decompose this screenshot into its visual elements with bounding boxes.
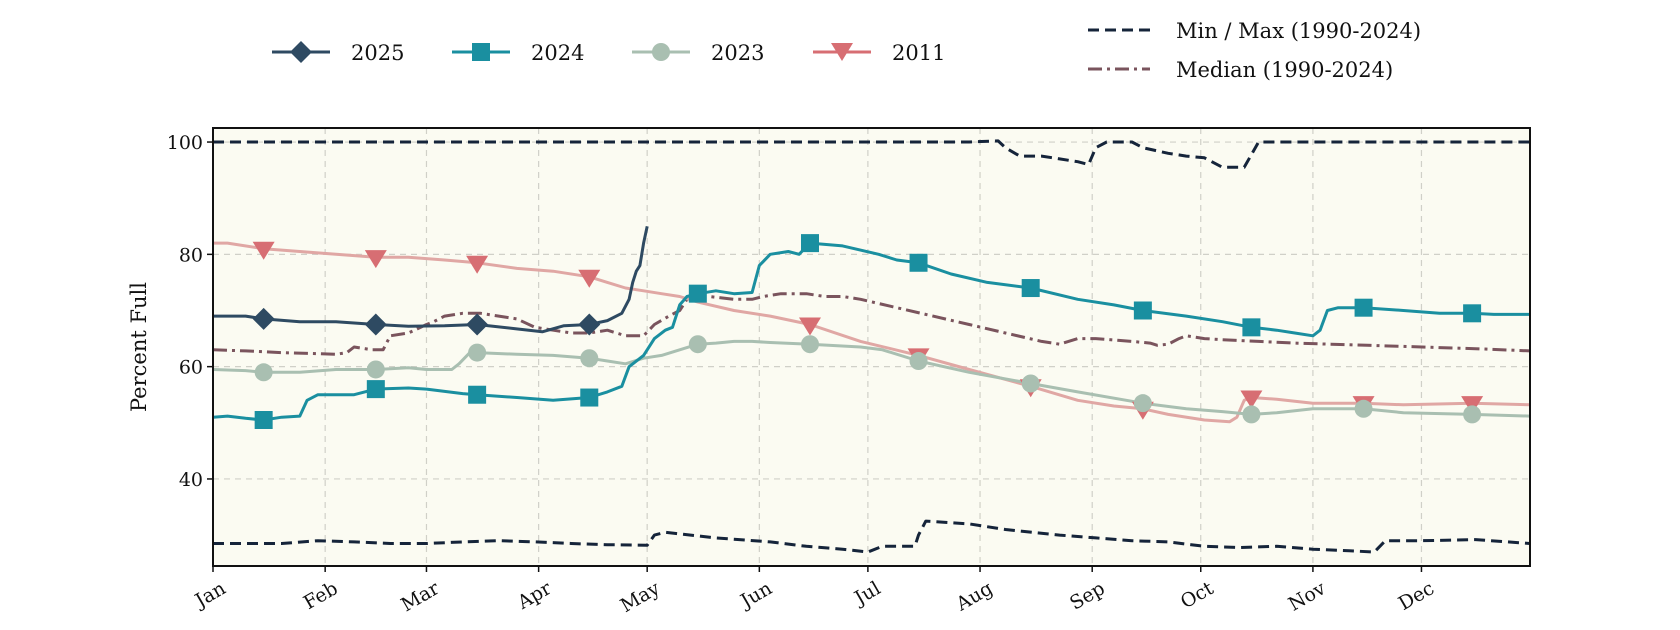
marker-2024 bbox=[1242, 318, 1261, 337]
marker-2024 bbox=[1354, 298, 1373, 317]
legend-square-marker bbox=[472, 43, 490, 61]
marker-2023 bbox=[468, 343, 487, 362]
marker-2025 bbox=[578, 313, 601, 336]
series-line-2025 bbox=[213, 225, 649, 334]
marker-2011 bbox=[798, 317, 821, 336]
x-tick-label: May bbox=[617, 577, 664, 617]
legend-label-min-max: Min / Max (1990-2024) bbox=[1176, 19, 1421, 43]
marker-2023 bbox=[1242, 405, 1261, 424]
legend-label-2025: 2025 bbox=[351, 41, 404, 65]
legend-label-2011: 2011 bbox=[892, 41, 945, 65]
legend-item-2025: 2025 bbox=[272, 41, 404, 65]
series-line-2023 bbox=[213, 339, 1530, 418]
marker-2024 bbox=[254, 411, 273, 429]
legend-item-min-max: Min / Max (1990-2024) bbox=[1088, 19, 1421, 43]
marker-2023 bbox=[800, 335, 819, 354]
marker-2024 bbox=[1463, 304, 1482, 323]
marker-layer bbox=[252, 234, 1484, 429]
marker-2023 bbox=[366, 360, 385, 379]
x-tick-label: Sep bbox=[1066, 577, 1109, 614]
marker-2023 bbox=[254, 363, 273, 382]
max-line bbox=[213, 139, 1530, 169]
marker-2011 bbox=[578, 269, 601, 288]
legend-diamond-marker bbox=[290, 41, 312, 63]
marker-2024 bbox=[688, 284, 707, 303]
marker-2025 bbox=[466, 313, 489, 336]
y-tick-label: 100 bbox=[167, 132, 203, 154]
x-tick-label: Jan bbox=[190, 577, 230, 613]
marker-2011 bbox=[466, 255, 489, 274]
legend-right: Min / Max (1990-2024) Median (1990-2024) bbox=[1088, 19, 1421, 82]
legend-label-median: Median (1990-2024) bbox=[1176, 58, 1393, 82]
x-tick-label: Oct bbox=[1177, 577, 1218, 613]
legend-item-median: Median (1990-2024) bbox=[1088, 58, 1393, 82]
marker-2023 bbox=[1354, 399, 1373, 418]
marker-2024 bbox=[1021, 279, 1040, 298]
grid-lines bbox=[213, 128, 1530, 566]
y-axis: 40 60 80 100 bbox=[167, 132, 213, 491]
x-tick-label: Jul bbox=[849, 577, 884, 610]
x-tick-label: Feb bbox=[300, 577, 342, 614]
legend-item-2011: 2011 bbox=[813, 41, 945, 65]
x-tick-label: Jun bbox=[735, 577, 776, 613]
series-line-median-1990-2024 bbox=[213, 292, 1530, 356]
marker-2011 bbox=[364, 250, 387, 269]
marker-2024 bbox=[909, 253, 928, 272]
marker-2023 bbox=[1133, 394, 1152, 413]
legend-circle-marker bbox=[652, 43, 670, 61]
marker-2024 bbox=[468, 385, 487, 404]
y-tick-label: 80 bbox=[179, 244, 203, 266]
marker-2011 bbox=[252, 241, 275, 260]
min-line bbox=[213, 519, 1530, 554]
plot-frame bbox=[212, 127, 1531, 567]
marker-2024 bbox=[580, 388, 599, 407]
series-line-2024 bbox=[213, 241, 1530, 422]
marker-2023 bbox=[1021, 374, 1040, 393]
marker-2023 bbox=[580, 349, 599, 368]
y-tick-label: 60 bbox=[179, 357, 203, 379]
x-tick-label: Dec bbox=[1395, 577, 1438, 615]
marker-2024 bbox=[1133, 301, 1152, 320]
y-tick-label: 40 bbox=[179, 469, 203, 491]
legend-triangle-marker bbox=[831, 43, 853, 61]
x-tick-label: Mar bbox=[397, 577, 443, 616]
legend-item-2023: 2023 bbox=[632, 41, 764, 65]
marker-2025 bbox=[364, 313, 387, 336]
x-tick-label: Apr bbox=[513, 577, 556, 614]
marker-2023 bbox=[688, 335, 707, 354]
x-tick-label: Nov bbox=[1285, 577, 1330, 616]
legend-label-2023: 2023 bbox=[711, 41, 764, 65]
legend-item-2024: 2024 bbox=[452, 41, 584, 65]
marker-2024 bbox=[800, 234, 819, 253]
marker-2023 bbox=[909, 352, 928, 371]
series-layer bbox=[213, 139, 1530, 554]
y-axis-title: Percent Full bbox=[127, 282, 151, 412]
x-tick-label: Aug bbox=[952, 577, 997, 616]
marker-2011 bbox=[1240, 390, 1263, 409]
x-axis: Jan Feb Mar Apr May Jun Jul Aug Sep Oct Nov Dec bbox=[190, 566, 1438, 617]
marker-2011 bbox=[1461, 396, 1484, 415]
marker-2023 bbox=[1463, 405, 1482, 424]
legend-left: 2025 2024 2023 2011 bbox=[272, 41, 945, 65]
marker-2025 bbox=[252, 307, 275, 330]
marker-2024 bbox=[366, 380, 385, 399]
legend-label-2024: 2024 bbox=[531, 41, 584, 65]
